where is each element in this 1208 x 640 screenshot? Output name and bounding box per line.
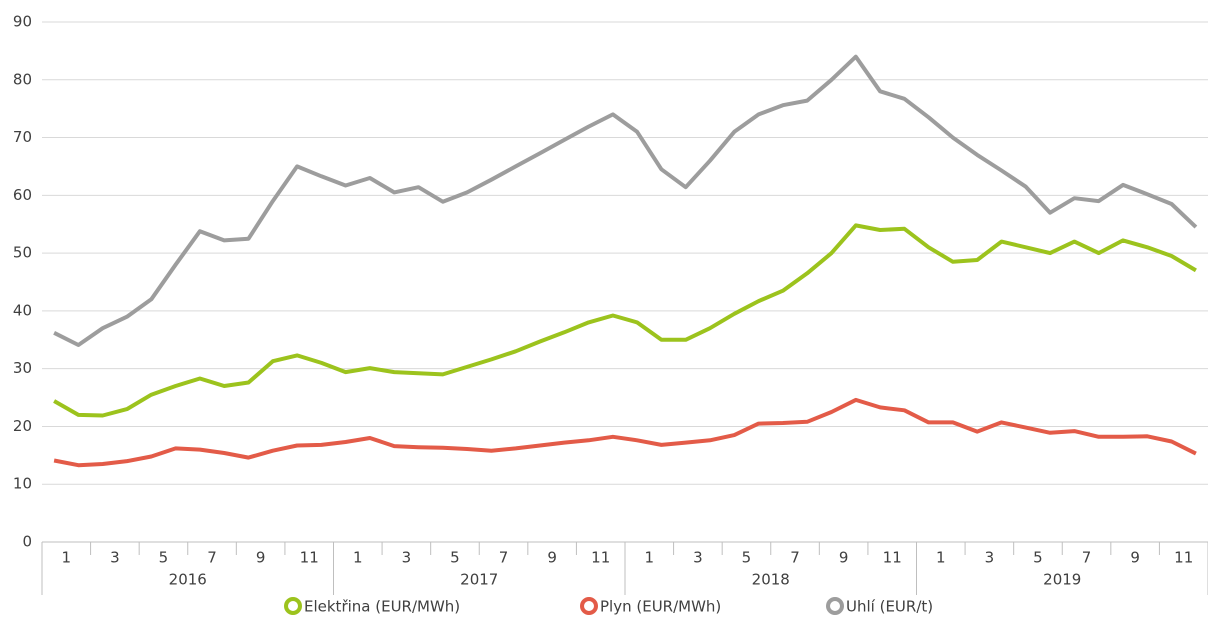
legend-marker: [284, 597, 302, 615]
legend-marker: [580, 597, 598, 615]
x-tick-label: 11: [1174, 549, 1193, 567]
x-tick-label: 1: [645, 549, 655, 567]
year-label: 2018: [752, 571, 790, 589]
y-tick-label: 70: [13, 128, 32, 146]
year-label: 2016: [169, 571, 207, 589]
x-tick-label: 9: [256, 549, 266, 567]
x-tick-label: 3: [693, 549, 703, 567]
y-tick-label: 0: [22, 533, 32, 551]
x-tick-label: 1: [62, 549, 72, 567]
series-line: [53, 223, 1197, 418]
legend-label: Elektřina (EUR/MWh): [304, 598, 460, 616]
x-tick-label: 9: [839, 549, 849, 567]
x-tick-label: 9: [547, 549, 557, 567]
legend-item: Plyn (EUR/MWh): [580, 597, 721, 616]
y-tick-label: 40: [13, 301, 32, 319]
y-tick-label: 80: [13, 70, 32, 88]
legend-item: Elektřina (EUR/MWh): [284, 597, 460, 616]
x-tick-label: 3: [402, 549, 412, 567]
y-tick-label: 10: [13, 475, 32, 493]
x-tick-label: 11: [883, 549, 902, 567]
x-tick-label: 11: [591, 549, 610, 567]
x-tick-label: 7: [499, 549, 509, 567]
series-line: [53, 397, 1197, 468]
x-tick-label: 9: [1130, 549, 1140, 567]
year-label: 2017: [460, 571, 498, 589]
legend-label: Uhlí (EUR/t): [846, 598, 933, 616]
x-tick-label: 7: [207, 549, 217, 567]
y-tick-label: 30: [13, 359, 32, 377]
y-tick-label: 20: [13, 417, 32, 435]
x-tick-label: 11: [300, 549, 319, 567]
x-tick-label: 5: [159, 549, 169, 567]
x-tick-label: 7: [790, 549, 800, 567]
y-tick-label: 60: [13, 186, 32, 204]
series-line: [53, 54, 1198, 347]
x-tick-label: 5: [450, 549, 460, 567]
x-tick-label: 7: [1082, 549, 1092, 567]
y-tick-label: 90: [13, 13, 32, 31]
legend-marker: [826, 597, 844, 615]
x-tick-label: 3: [110, 549, 120, 567]
x-tick-label: 5: [1033, 549, 1043, 567]
x-tick-label: 5: [742, 549, 752, 567]
x-tick-label: 1: [936, 549, 946, 567]
legend-item: Uhlí (EUR/t): [826, 597, 933, 616]
legend-label: Plyn (EUR/MWh): [600, 598, 721, 616]
year-label: 2019: [1043, 571, 1081, 589]
y-tick-label: 50: [13, 244, 32, 262]
x-tick-label: 1: [353, 549, 363, 567]
x-tick-label: 3: [985, 549, 995, 567]
